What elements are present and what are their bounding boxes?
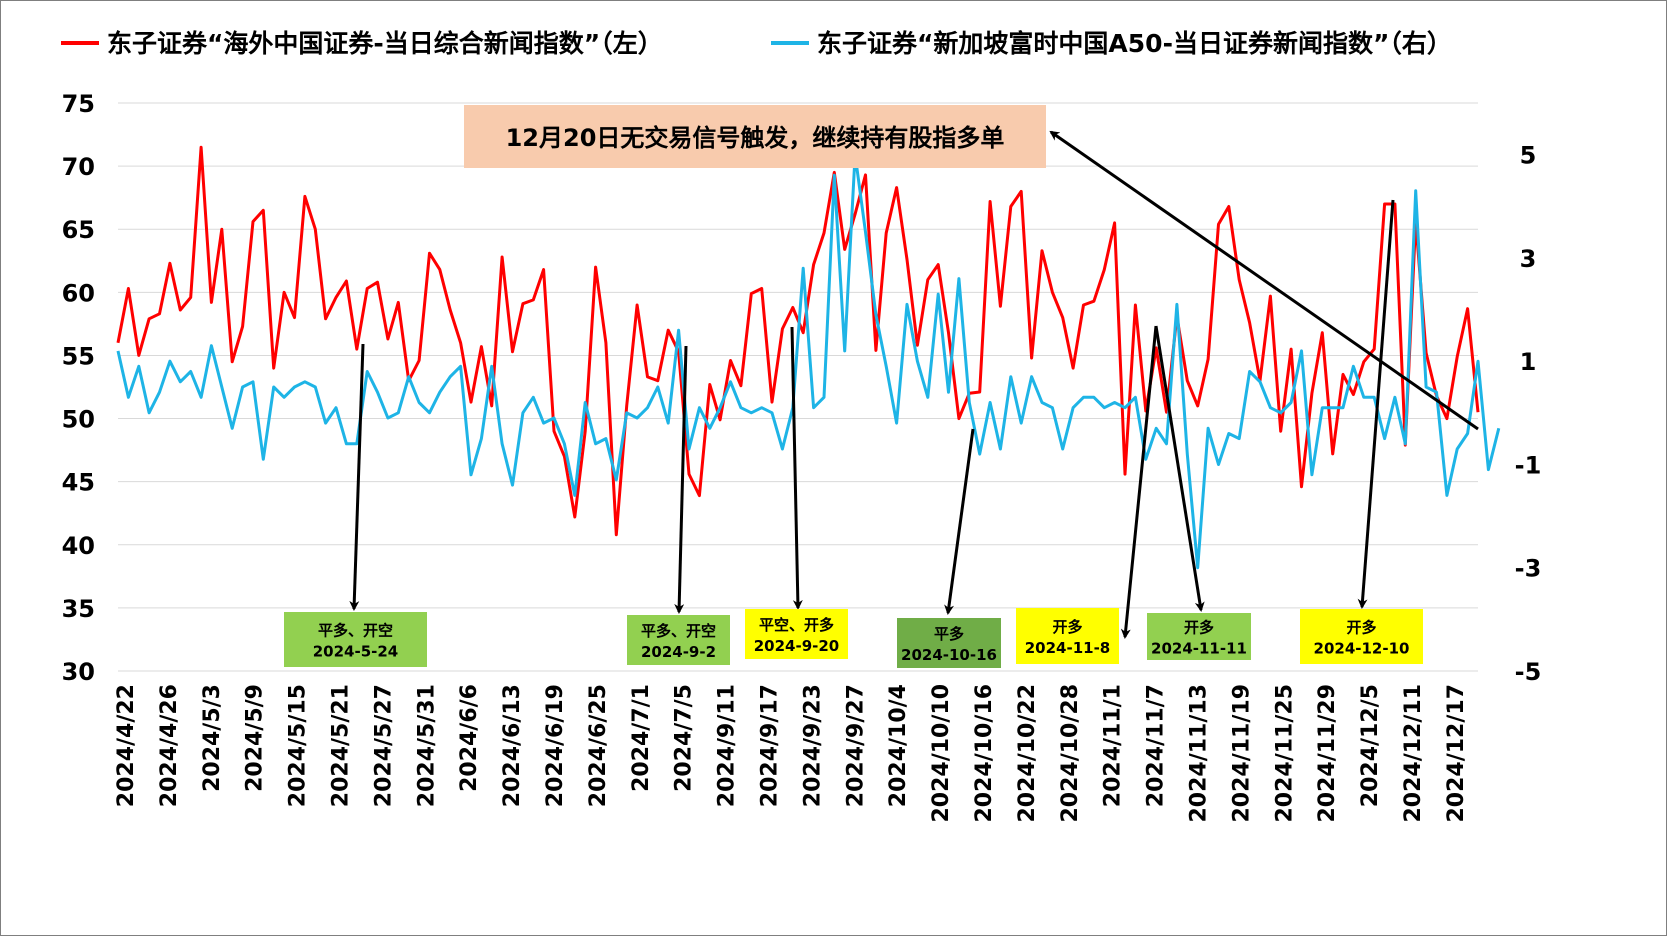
signal-arrow-3: [790, 326, 803, 610]
signal-action: 开多: [1052, 618, 1082, 636]
legend: 东子证券“海外中国证券-当日综合新闻指数”（左） 东子证券“新加坡富时中国A50-…: [61, 29, 1452, 58]
x-tick-label: 2024/12/11: [1401, 684, 1426, 823]
signal-box-2: [627, 615, 730, 665]
x-tick-label: 2024/4/26: [157, 684, 182, 807]
signal-action: 开多: [1346, 619, 1376, 637]
signal-action: 平多: [934, 625, 964, 643]
annotation-note: 12月20日无交易信号触发，继续持有股指多单: [464, 105, 1479, 431]
x-tick-label: 2024/11/7: [1144, 684, 1169, 807]
signal-action: 平多、开空: [318, 622, 393, 640]
right-tick-label: -1: [1515, 451, 1542, 479]
signal-box-5: [1016, 608, 1119, 664]
x-tick-label: 2024/9/23: [800, 684, 825, 807]
x-tick-label: 2024/5/9: [243, 684, 268, 792]
x-tick-label: 2024/9/11: [715, 684, 740, 807]
series-lines: [116, 145, 1501, 570]
signal-date: 2024-11-8: [1025, 639, 1111, 657]
left-tick-label: 30: [62, 658, 95, 686]
annotation-text: 12月20日无交易信号触发，继续持有股指多单: [506, 124, 1005, 152]
right-y-axis: 5 3 1 -1 -3 -5: [1515, 142, 1542, 686]
x-tick-label: 2024/10/16: [972, 684, 997, 823]
left-tick-label: 55: [62, 342, 95, 370]
x-tick-label: 2024/11/19: [1229, 684, 1254, 823]
legend-label-1: 东子证券“海外中国证券-当日综合新闻指数”（左）: [107, 29, 663, 58]
x-tick-label: 2024/5/15: [286, 684, 311, 807]
left-y-axis: 75 70 65 60 55 50 45 40 35 30: [62, 90, 95, 686]
annotation-box: [464, 105, 1046, 168]
signal-date: 2024-5-24: [313, 643, 399, 661]
signal-action: 平空、开多: [759, 616, 834, 634]
signal-box-1: [284, 612, 427, 667]
signal-box-7: [1300, 609, 1423, 664]
x-tick-label: 2024/4/22: [114, 684, 139, 807]
signal-date: 2024-11-11: [1151, 640, 1247, 658]
x-tick-label: 2024/11/29: [1315, 684, 1340, 823]
right-tick-label: -3: [1515, 555, 1542, 583]
right-tick-label: 3: [1520, 245, 1537, 273]
right-tick-label: 5: [1520, 142, 1537, 170]
signal-date: 2024-12-10: [1314, 640, 1410, 658]
x-tick-label: 2024/5/21: [329, 684, 354, 807]
x-tick-label: 2024/10/22: [1015, 684, 1040, 823]
left-tick-label: 65: [62, 216, 95, 244]
x-tick-label: 2024/6/19: [543, 684, 568, 807]
x-tick-label: 2024/10/4: [886, 684, 911, 807]
left-tick-label: 75: [62, 90, 95, 118]
series-line-2: [116, 153, 1501, 570]
left-tick-label: 50: [62, 406, 95, 434]
x-tick-label: 2024/12/17: [1444, 684, 1469, 823]
x-tick-label: 2024/9/27: [843, 684, 868, 807]
x-tick-label: 2024/5/3: [200, 684, 225, 792]
x-tick-label: 2024/5/27: [371, 684, 396, 807]
left-tick-label: 40: [62, 532, 95, 560]
legend-label-2: 东子证券“新加坡富时中国A50-当日证券新闻指数”（右）: [817, 29, 1452, 58]
signal-arrows: [349, 199, 1395, 639]
annotation-arrow: [1049, 130, 1479, 431]
x-tick-label: 2024/10/28: [1058, 684, 1083, 823]
signal-date: 2024-10-16: [901, 646, 997, 664]
x-tick-label: 2024/11/25: [1272, 684, 1297, 823]
signal-arrow-4: [944, 428, 975, 615]
x-tick-label: 2024/11/1: [1101, 684, 1126, 807]
signal-arrow-6: [1154, 325, 1205, 612]
x-tick-label: 2024/6/6: [457, 684, 482, 792]
signal-box-4: [897, 618, 1001, 668]
left-tick-label: 70: [62, 153, 95, 181]
x-tick-label: 2024/7/5: [672, 684, 697, 792]
signal-arrow-5: [1120, 325, 1158, 639]
signal-arrow-1: [349, 343, 365, 611]
signal-boxes: 平多、开空 2024-5-24 平多、开空 2024-9-2 平空、开多 2024-9-2…: [284, 608, 1423, 668]
signal-date: 2024-9-20: [754, 637, 840, 655]
left-tick-label: 45: [62, 469, 95, 497]
right-tick-label: 1: [1520, 348, 1537, 376]
signal-date: 2024-9-2: [641, 643, 716, 661]
signal-arrow-7: [1357, 199, 1395, 609]
x-tick-label: 2024/6/13: [500, 684, 525, 807]
signal-box-6: [1147, 613, 1251, 660]
x-tick-label: 2024/5/31: [414, 684, 439, 807]
x-tick-label: 2024/10/10: [929, 684, 954, 823]
x-tick-label: 2024/11/13: [1187, 684, 1212, 823]
x-tick-label: 2024/12/5: [1358, 684, 1383, 807]
right-tick-label: -5: [1515, 658, 1542, 686]
signal-box-3: [745, 609, 848, 659]
signal-action: 开多: [1184, 619, 1214, 637]
x-tick-label: 2024/7/1: [629, 684, 654, 792]
left-tick-label: 60: [62, 279, 95, 307]
x-tick-label: 2024/6/25: [586, 684, 611, 807]
x-tick-label: 2024/9/17: [758, 684, 783, 807]
left-tick-label: 35: [62, 595, 95, 623]
x-axis: 2024/4/22 2024/4/26 2024/5/3 2024/5/9 2024/5…: [114, 670, 1478, 823]
signal-action: 平多、开空: [641, 622, 716, 640]
signal-arrow-2: [674, 345, 688, 614]
